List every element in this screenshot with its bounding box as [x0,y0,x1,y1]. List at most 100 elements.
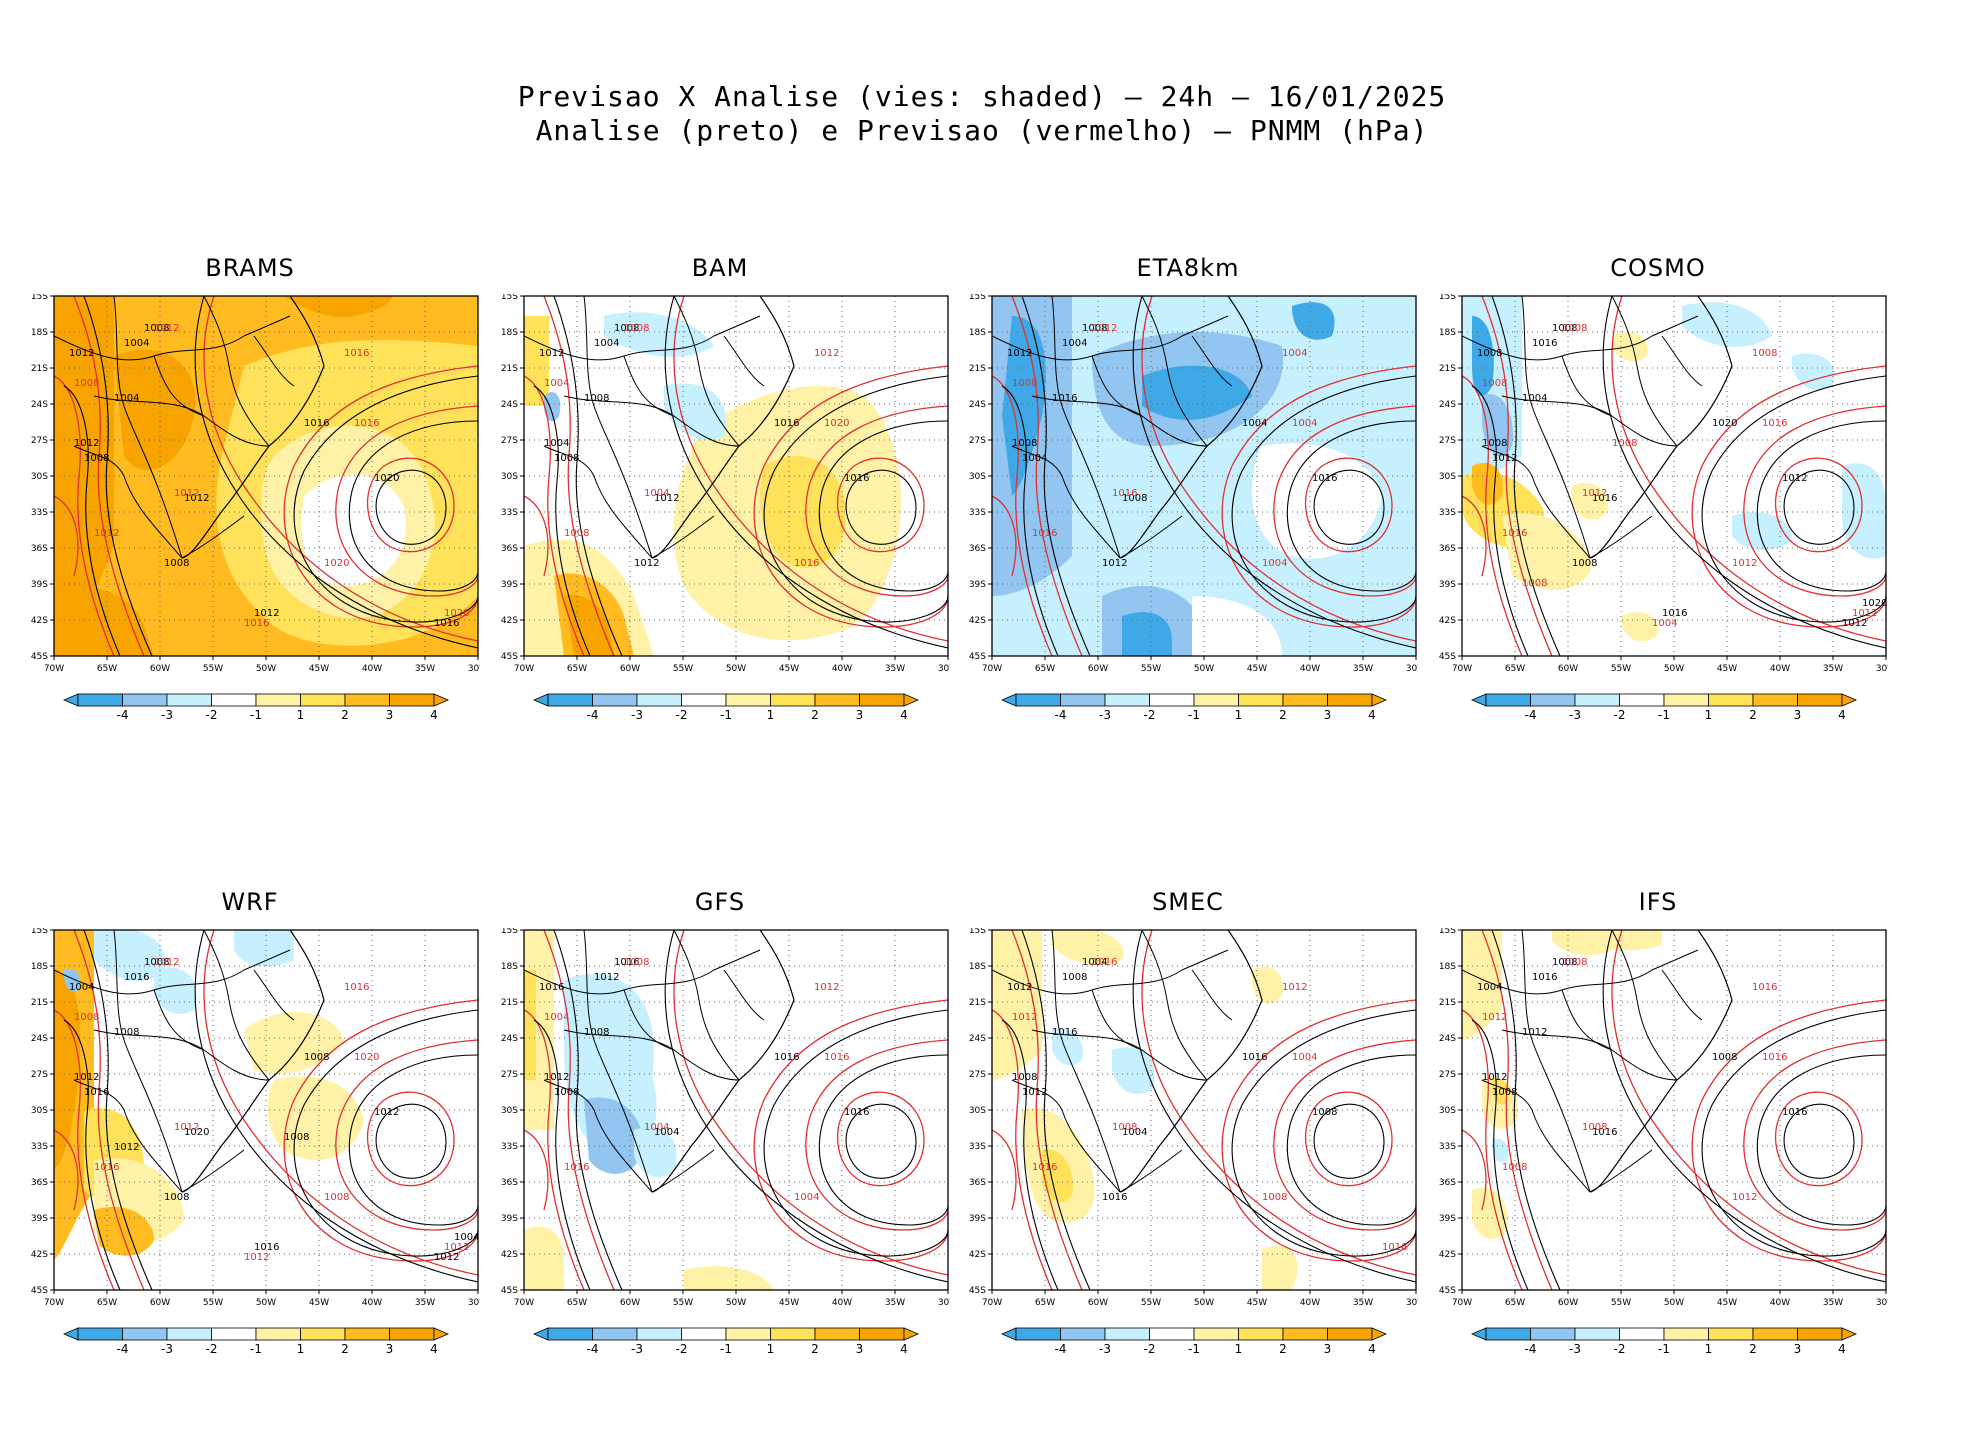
lat-tick-label: 45S [501,652,518,662]
panel-brams: BRAMS 1008 1004 1012 1004 1012 1008 1012 1016 102… [30,254,488,724]
analysis-contour-label: 1008 [144,957,169,968]
lon-tick-label: 30W [938,664,950,674]
lat-tick-label: 39S [969,1214,986,1224]
analysis-contour-label: 1016 [1532,338,1557,349]
analysis-contour-label: 1016 [434,618,459,629]
forecast-contour-label: 1004 [1292,418,1317,429]
colorbar-label: 1 [1235,1342,1243,1356]
lon-tick-label: 35W [1353,1298,1373,1308]
analysis-isobar [1021,930,1091,1290]
lat-tick-label: 42S [31,616,48,626]
analysis-contour-label: 1004 [654,1127,679,1138]
colorbar-swatch [122,693,168,707]
lon-tick-label: 35W [415,664,435,674]
forecast-contour-label: 1012 [1582,488,1607,499]
colorbar-swatch [300,693,346,707]
forecast-contour-label: 1012 [94,528,119,539]
lon-tick-label: 70W [982,1298,1002,1308]
colorbar-swatch [592,1327,638,1341]
colorbar-swatch [636,1327,682,1341]
lon-tick-label: 55W [203,1298,223,1308]
bias-shade-area [284,296,394,317]
analysis-isobar [83,296,153,656]
forecast-contour-label: 1012 [814,348,839,359]
colorbar-swatch [344,693,390,707]
analysis-contour-label: 1016 [254,1242,279,1253]
lon-tick-label: 65W [97,664,117,674]
bias-shade-area [1792,353,1835,390]
forecast-isobar [1462,495,1487,577]
analysis-contour-label: 1008 [84,453,109,464]
panel-cosmo: COSMO 1008 1016 1008 1004 1008 1012 1016 1020 101… [1438,254,1896,724]
colorbar-label: 1 [767,708,775,722]
forecast-contour-label: 1004 [1282,348,1307,359]
analysis-contour-label: 1008 [554,1087,579,1098]
lon-tick-label: 30W [1876,1298,1888,1308]
forecast-contour-label: 1016 [824,1052,849,1063]
lon-tick-label: 40W [1770,1298,1790,1308]
analysis-contour-label: 1008 [1552,957,1577,968]
analysis-contour-label: 1016 [1532,972,1557,983]
colorbar: -4 -3 -2 -1 1 2 3 4 [1470,1327,1858,1356]
colorbar-label: 2 [811,708,819,722]
panel-title: GFS [694,888,746,916]
analysis-isobar [533,1019,591,1290]
analysis-contour-label: 1016 [539,982,564,993]
forecast-isobar [335,405,478,597]
lat-tick-label: 27S [31,1070,48,1080]
analysis-contour-label: 1016 [124,972,149,983]
lat-tick-label: 45S [501,1286,518,1296]
colorbar-swatch [389,1327,435,1341]
forecast-contour-label: 1008 [624,957,649,968]
forecast-isobar [524,495,549,577]
lat-tick-label: 36S [31,544,48,554]
lat-tick-label: 18S [31,962,48,972]
bias-shade-area [684,1266,774,1290]
colorbar-swatch [1797,1327,1843,1341]
colorbar-swatch [1530,693,1576,707]
analysis-contour-label: 1012 [634,558,659,569]
colorbar-label: 1 [297,1342,305,1356]
lon-tick-label: 50W [726,1298,746,1308]
lat-tick-label: 39S [31,1214,48,1224]
lon-tick-label: 45W [1717,664,1737,674]
colorbar-swatch [1149,693,1195,707]
analysis-isobar [375,469,447,545]
colorbar-swatch [859,693,905,707]
analysis-contour-label: 1008 [164,558,189,569]
analysis-contour-label: 1012 [1492,453,1517,464]
analysis-contour-label: 1004 [69,982,94,993]
forecast-contour-label: 1016 [244,618,269,629]
lon-tick-label: 55W [1141,664,1161,674]
forecast-contour-label: 1004 [544,378,569,389]
lon-tick-label: 50W [1664,664,1684,674]
forecast-contour-label: 1008 [1562,323,1587,334]
panel-title: WRF [221,888,279,916]
lon-tick-label: 35W [1353,664,1373,674]
colorbar-swatch [1619,693,1665,707]
colorbar-label: -2 [1614,1342,1626,1356]
lat-tick-label: 33S [1439,1142,1456,1152]
lat-tick-label: 15S [31,294,48,302]
analysis-contour-label: 1004 [454,1232,479,1243]
analysis-isobar [1132,930,1416,1283]
figure-title-line-1: Previsao X Analise (vies: shaded) — 24h … [517,80,1447,113]
lon-tick-label: 70W [44,1298,64,1308]
colorbar-swatch [389,693,435,707]
bias-shade-area [524,970,536,1080]
colorbar-label: -2 [1144,708,1156,722]
colorbar-label: 2 [1279,1342,1287,1356]
lat-tick-label: 27S [969,1070,986,1080]
colorbar-label: -3 [1099,708,1111,722]
bias-shade-area [1482,394,1513,457]
colorbar-swatch [1104,693,1150,707]
map-gfs: 1016101210161008101210081004101610161008… [501,926,958,1308]
colorbar-swatch [255,1327,301,1341]
analysis-contour-label: 1008 [1312,1107,1337,1118]
colorbar-label: 1 [767,1342,775,1356]
bias-shade-area [267,1076,364,1160]
panel-ifs: IFS 1008 1016 1004 1012 1012 1008 1016 1008 1016 1… [1438,888,1896,1358]
forecast-contour-label: 1020 [824,418,849,429]
lat-tick-label: 24S [31,400,48,410]
colorbar-label: 2 [341,708,349,722]
